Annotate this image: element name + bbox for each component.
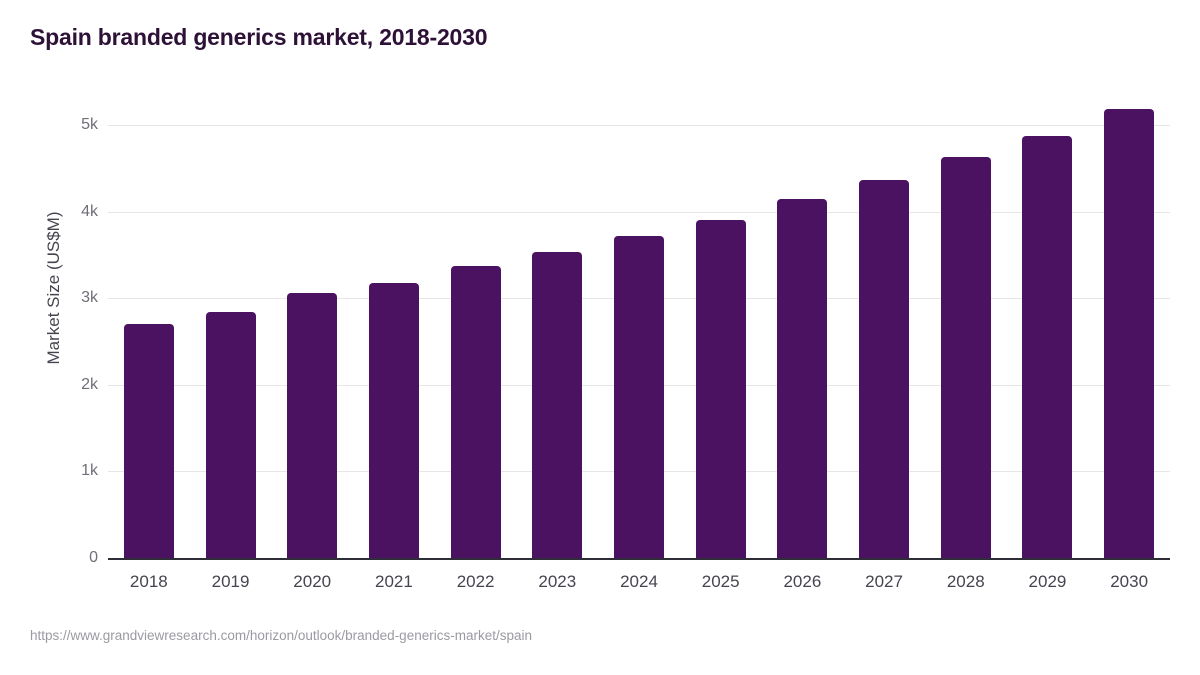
bar-2024[interactable] (614, 236, 664, 558)
x-axis-tick-label: 2022 (456, 572, 495, 591)
bar-2030[interactable] (1104, 108, 1155, 558)
y-axis-tick-label: 0 (89, 549, 98, 566)
x-axis-tick-label: 2026 (783, 572, 822, 591)
x-axis-tick-label: 2027 (865, 572, 903, 591)
bar-2023[interactable] (532, 252, 583, 558)
y-axis-tick-label: 4k (81, 202, 98, 220)
bar-2022[interactable] (450, 266, 501, 558)
x-axis-tick-label: 2025 (701, 572, 740, 591)
x-axis-tick-label: 2021 (375, 572, 413, 591)
bar-2019[interactable] (205, 312, 256, 558)
x-axis-line (108, 558, 1170, 560)
x-axis-tick-label: 2030 (1110, 572, 1149, 591)
y-axis-tick-label: 2k (81, 375, 98, 393)
y-axis-tick-group: Market Size (US$M) 0 1k 2k 3k 4k 5k (20, 0, 98, 675)
x-axis-tick-label: 2018 (129, 572, 168, 591)
y-axis-tick-label: 1k (81, 462, 98, 480)
bar-2018[interactable] (123, 323, 174, 558)
bar-2021[interactable] (368, 283, 419, 558)
y-axis-tick-label: 3k (81, 289, 98, 307)
bar-2029[interactable] (1022, 136, 1073, 558)
x-axis-tick-label: 2028 (946, 572, 985, 591)
x-axis-tick-label: 2020 (293, 572, 332, 591)
bar-2027[interactable] (859, 180, 910, 558)
gridline (108, 211, 1170, 213)
page-title: Spain branded generics market, 2018-2030 (30, 24, 488, 50)
y-axis-tick-label: 5k (81, 116, 98, 133)
y-axis-title: Market Size (US$M) (44, 211, 63, 365)
source-url: https://www.grandviewresearch.com/horizo… (30, 628, 532, 643)
x-axis-tick-label: 2024 (620, 572, 658, 591)
bar-2028[interactable] (940, 157, 991, 558)
bar-2026[interactable] (777, 198, 828, 558)
x-axis-tick-label: 2019 (211, 572, 250, 591)
x-axis-tick-label: 2029 (1028, 572, 1067, 591)
x-axis-tick-label: 2023 (538, 572, 577, 591)
plot-area (108, 108, 1170, 558)
gridline (108, 125, 1170, 126)
bar-2025[interactable] (695, 220, 746, 558)
bar-2020[interactable] (287, 293, 338, 558)
